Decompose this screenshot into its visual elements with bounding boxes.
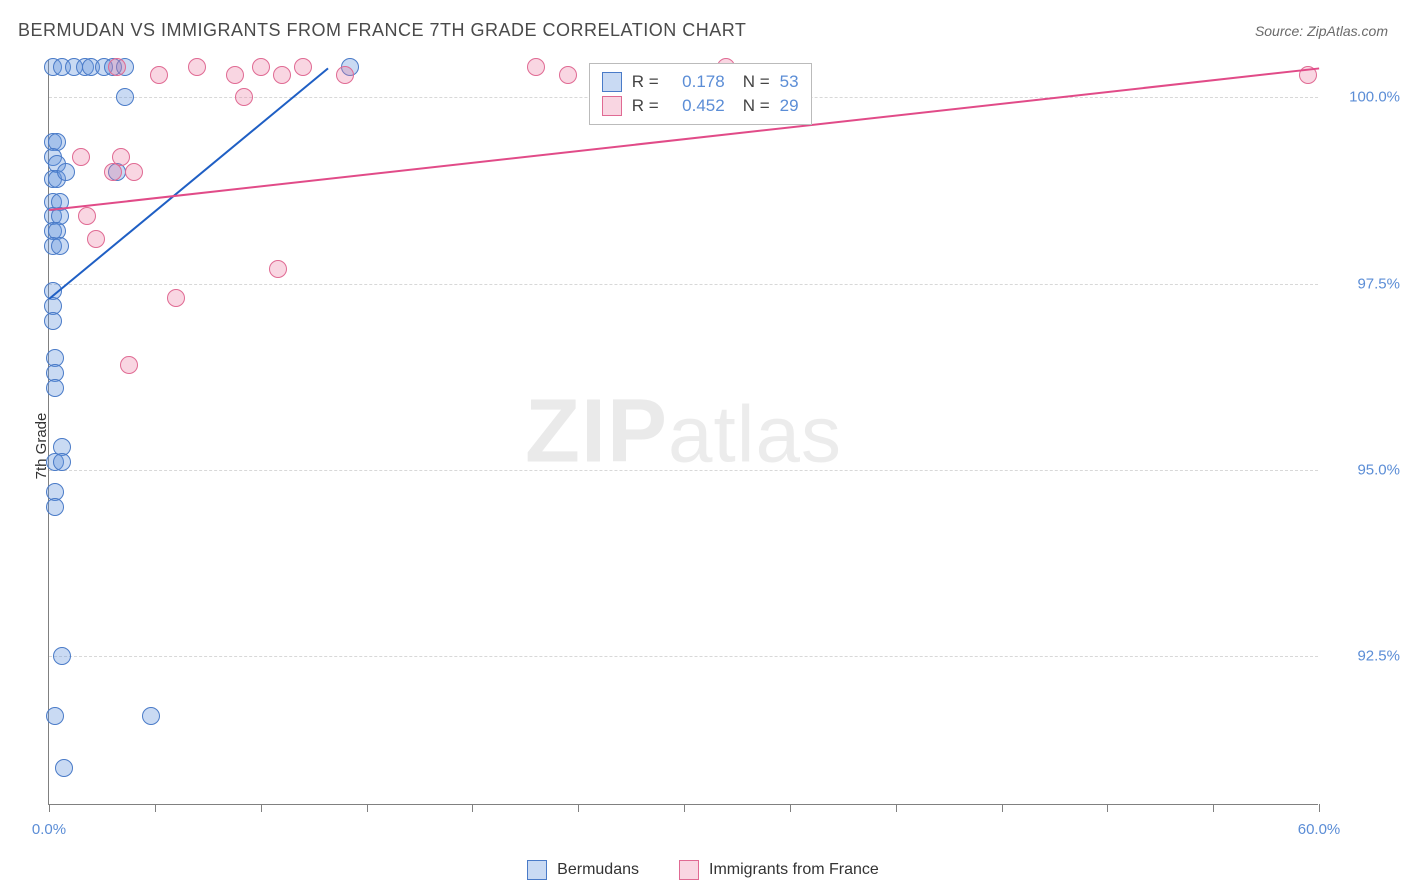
scatter-point	[273, 66, 291, 84]
x-tick	[578, 804, 579, 812]
scatter-point	[294, 58, 312, 76]
scatter-point	[559, 66, 577, 84]
scatter-point	[150, 66, 168, 84]
y-tick-label: 97.5%	[1330, 275, 1400, 292]
scatter-point	[46, 379, 64, 397]
scatter-point	[142, 707, 160, 725]
scatter-point	[53, 453, 71, 471]
legend-label: Immigrants from France	[709, 861, 879, 879]
x-tick	[1319, 804, 1320, 812]
scatter-point	[44, 312, 62, 330]
scatter-point	[336, 66, 354, 84]
x-tick-label: 0.0%	[32, 821, 66, 838]
x-tick	[684, 804, 685, 812]
x-tick	[1002, 804, 1003, 812]
scatter-point	[188, 58, 206, 76]
header-bar: BERMUDAN VS IMMIGRANTS FROM FRANCE 7TH G…	[18, 20, 1388, 41]
n-label: N =	[743, 96, 770, 116]
scatter-point	[125, 163, 143, 181]
scatter-point	[51, 237, 69, 255]
gridline	[49, 470, 1318, 471]
x-tick	[261, 804, 262, 812]
x-tick	[1213, 804, 1214, 812]
y-tick-label: 100.0%	[1330, 89, 1400, 106]
scatter-point	[252, 58, 270, 76]
scatter-point	[46, 498, 64, 516]
x-tick	[896, 804, 897, 812]
scatter-point	[167, 289, 185, 307]
r-value: 0.452	[669, 96, 725, 116]
y-tick-label: 95.0%	[1330, 461, 1400, 478]
legend-item: Immigrants from France	[679, 860, 879, 880]
stats-legend: R = 0.178 N = 53 R = 0.452 N = 29	[589, 63, 812, 125]
legend-swatch	[602, 96, 622, 116]
gridline	[49, 284, 1318, 285]
r-label: R =	[632, 96, 659, 116]
watermark-bold: ZIP	[525, 382, 668, 482]
scatter-point	[55, 759, 73, 777]
scatter-point	[72, 148, 90, 166]
y-tick-label: 92.5%	[1330, 648, 1400, 665]
scatter-plot-area: ZIPatlas 92.5%95.0%97.5%100.0%0.0%60.0%R…	[48, 60, 1318, 805]
x-tick	[49, 804, 50, 812]
scatter-point	[87, 230, 105, 248]
n-label: N =	[743, 72, 770, 92]
scatter-point	[226, 66, 244, 84]
r-value: 0.178	[669, 72, 725, 92]
legend-swatch	[527, 860, 547, 880]
scatter-point	[104, 163, 122, 181]
watermark-rest: atlas	[668, 390, 842, 479]
scatter-point	[46, 707, 64, 725]
x-tick	[1107, 804, 1108, 812]
scatter-point	[108, 58, 126, 76]
scatter-point	[269, 260, 287, 278]
legend-swatch	[602, 72, 622, 92]
x-tick	[472, 804, 473, 812]
x-tick	[367, 804, 368, 812]
series-legend: Bermudans Immigrants from France	[0, 860, 1406, 880]
source-attribution: Source: ZipAtlas.com	[1255, 23, 1388, 39]
scatter-point	[116, 88, 134, 106]
scatter-point	[120, 356, 138, 374]
gridline	[49, 656, 1318, 657]
legend-item: Bermudans	[527, 860, 639, 880]
legend-swatch	[679, 860, 699, 880]
legend-label: Bermudans	[557, 861, 639, 879]
scatter-point	[53, 647, 71, 665]
x-tick	[790, 804, 791, 812]
watermark: ZIPatlas	[525, 381, 842, 484]
stats-legend-row: R = 0.178 N = 53	[602, 70, 799, 94]
scatter-point	[78, 207, 96, 225]
stats-legend-row: R = 0.452 N = 29	[602, 94, 799, 118]
page-title: BERMUDAN VS IMMIGRANTS FROM FRANCE 7TH G…	[18, 20, 746, 41]
r-label: R =	[632, 72, 659, 92]
scatter-point	[527, 58, 545, 76]
n-value: 29	[780, 96, 799, 116]
x-tick-label: 60.0%	[1298, 821, 1341, 838]
n-value: 53	[780, 72, 799, 92]
x-tick	[155, 804, 156, 812]
scatter-point	[235, 88, 253, 106]
scatter-point	[57, 163, 75, 181]
